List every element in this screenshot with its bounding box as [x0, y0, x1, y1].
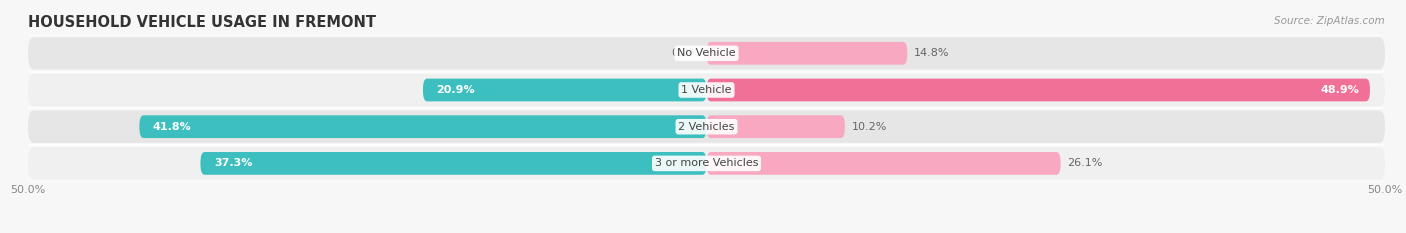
FancyBboxPatch shape [139, 115, 707, 138]
FancyBboxPatch shape [707, 115, 845, 138]
FancyBboxPatch shape [707, 79, 1369, 101]
FancyBboxPatch shape [28, 147, 1385, 180]
Text: 37.3%: 37.3% [214, 158, 252, 168]
Text: 2 Vehicles: 2 Vehicles [678, 122, 735, 132]
Text: 14.8%: 14.8% [914, 48, 949, 58]
Text: 0.0%: 0.0% [672, 48, 700, 58]
FancyBboxPatch shape [423, 79, 707, 101]
FancyBboxPatch shape [28, 110, 1385, 143]
Text: HOUSEHOLD VEHICLE USAGE IN FREMONT: HOUSEHOLD VEHICLE USAGE IN FREMONT [28, 15, 377, 30]
FancyBboxPatch shape [28, 74, 1385, 106]
Text: 20.9%: 20.9% [436, 85, 475, 95]
FancyBboxPatch shape [28, 37, 1385, 69]
Text: 41.8%: 41.8% [153, 122, 191, 132]
FancyBboxPatch shape [707, 152, 1060, 175]
Text: 1 Vehicle: 1 Vehicle [682, 85, 731, 95]
Text: No Vehicle: No Vehicle [678, 48, 735, 58]
FancyBboxPatch shape [707, 42, 907, 65]
Text: Source: ZipAtlas.com: Source: ZipAtlas.com [1274, 16, 1385, 26]
Text: 48.9%: 48.9% [1320, 85, 1360, 95]
Text: 3 or more Vehicles: 3 or more Vehicles [655, 158, 758, 168]
Text: 10.2%: 10.2% [852, 122, 887, 132]
Text: 26.1%: 26.1% [1067, 158, 1102, 168]
FancyBboxPatch shape [201, 152, 707, 175]
